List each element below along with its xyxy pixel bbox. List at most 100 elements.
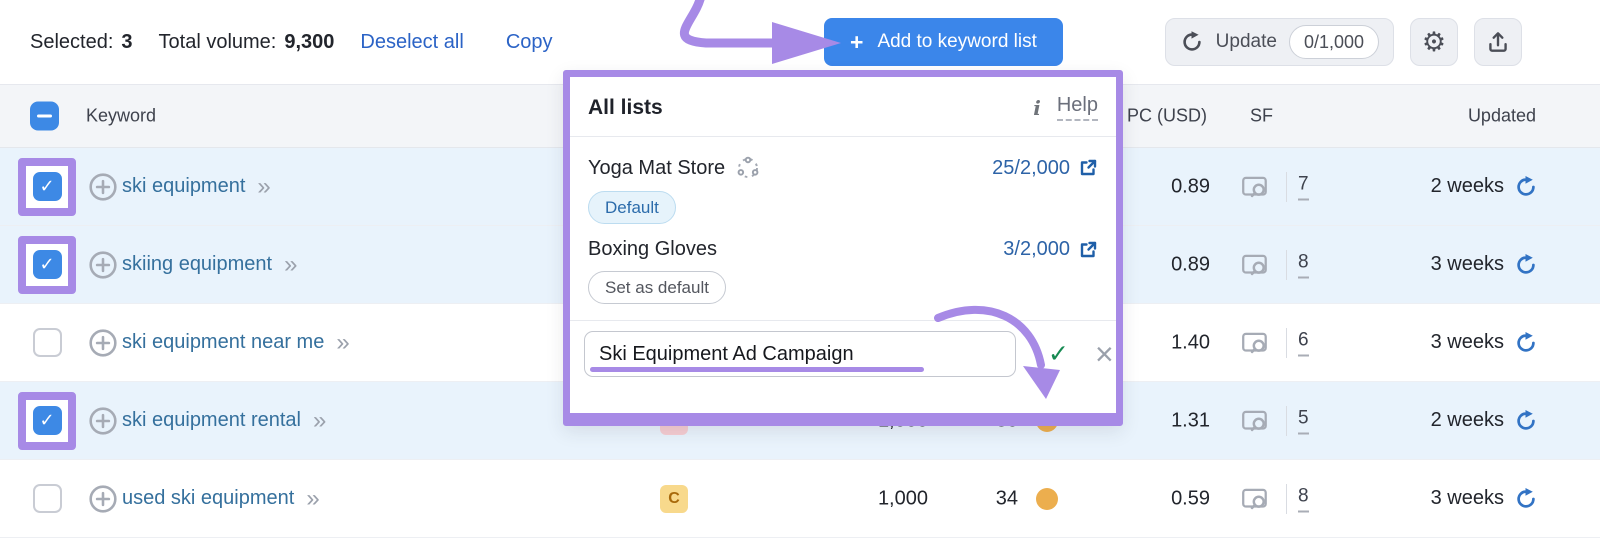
cpc-value: 1.31 [1171, 409, 1210, 431]
confirm-button[interactable]: ✓ [1048, 339, 1069, 368]
expand-chevron-icon[interactable]: » [312, 406, 326, 434]
total-volume-label: Total volume: [158, 30, 277, 53]
serp-preview-icon[interactable] [1240, 174, 1270, 200]
indeterminate-icon [37, 114, 52, 118]
column-keyword[interactable]: Keyword [86, 105, 157, 126]
annotation-highlight-box: ✓ [18, 391, 76, 450]
keyword-link[interactable]: ski equipment [122, 175, 246, 197]
keyword-list-item: Boxing Gloves 3/2,000 Set as default [588, 238, 1098, 304]
annotation-highlight-box: ✓ [18, 157, 76, 216]
keyword-link[interactable]: ski equipment near me [122, 331, 325, 353]
updated-value: 2 weeks [1430, 175, 1504, 197]
add-keyword-icon[interactable] [88, 172, 118, 202]
total-volume: Total volume: 9,300 [159, 31, 335, 54]
updated-value: 3 weeks [1430, 253, 1504, 275]
row-checkbox[interactable] [32, 484, 62, 513]
expand-chevron-icon[interactable]: » [336, 328, 349, 356]
add-keyword-icon[interactable] [88, 406, 118, 436]
cancel-button[interactable]: × [1094, 336, 1114, 372]
keyword-link[interactable]: used ski equipment [122, 487, 295, 509]
settings-button[interactable]: ⚙ [1410, 18, 1458, 66]
kd-value: 34 [995, 487, 1018, 509]
add-keyword-icon[interactable] [88, 484, 118, 514]
row-checkbox[interactable]: ✓ [32, 406, 62, 435]
row-checkbox[interactable]: ✓ [32, 172, 62, 201]
plus-icon: + [850, 28, 864, 55]
export-icon [1485, 29, 1511, 55]
update-label: Update [1215, 31, 1277, 52]
help-link[interactable]: Help [1056, 94, 1098, 121]
add-keyword-icon[interactable] [88, 250, 118, 280]
column-sf[interactable]: SF [1250, 105, 1274, 126]
total-volume-value: 9,300 [284, 30, 335, 53]
copy-link[interactable]: Copy [505, 30, 553, 53]
deselect-all-link[interactable]: Deselect all [360, 30, 464, 53]
refresh-icon [1180, 30, 1204, 54]
popup-title: All lists [588, 95, 663, 119]
expand-chevron-icon[interactable]: » [257, 172, 270, 200]
intent-badge: C [660, 484, 688, 513]
updated-value: 3 weeks [1430, 331, 1504, 353]
gear-icon: ⚙ [1421, 26, 1447, 58]
refresh-icon[interactable] [1514, 253, 1538, 277]
add-button-label: Add to keyword list [877, 31, 1037, 52]
volume-value: 1,000 [877, 487, 928, 509]
cpc-value: 0.89 [1171, 175, 1210, 197]
serp-preview-icon[interactable] [1240, 408, 1270, 434]
expand-chevron-icon[interactable]: » [306, 484, 319, 512]
annotation-highlight-box [18, 314, 76, 372]
position-link[interactable]: 8 [1298, 485, 1309, 512]
shared-list-icon [735, 155, 761, 181]
list-name: Boxing Gloves [588, 238, 717, 260]
list-quota-value: 25/2,000 [992, 156, 1070, 179]
update-button[interactable]: Update 0/1,000 [1164, 18, 1394, 66]
table-row: used ski equipment » C 1,000 34 0.59 8 3… [0, 460, 1600, 538]
serp-preview-icon[interactable] [1240, 252, 1270, 278]
position-link[interactable]: 5 [1298, 407, 1309, 434]
selected-label: Selected: [30, 30, 114, 53]
cpc-value: 0.59 [1171, 487, 1210, 509]
list-quota-link[interactable]: 25/2,000 [992, 157, 1098, 180]
position-link[interactable]: 6 [1298, 329, 1309, 356]
serp-preview-icon[interactable] [1240, 330, 1270, 356]
refresh-icon[interactable] [1514, 331, 1538, 355]
add-to-keyword-list-button[interactable]: + Add to keyword list [824, 18, 1063, 66]
list-quota-value: 3/2,000 [1003, 238, 1070, 260]
all-lists-popup: All lists i Help Yoga Mat Store 25/2,000 [563, 70, 1123, 426]
row-checkbox[interactable]: ✓ [32, 250, 62, 279]
kd-dot [1036, 487, 1058, 510]
keyword-link[interactable]: ski equipment rental [122, 409, 301, 431]
position-link[interactable]: 7 [1298, 173, 1309, 200]
list-name: Yoga Mat Store [588, 156, 726, 179]
cpc-value: 1.40 [1171, 331, 1210, 353]
select-all-checkbox[interactable] [30, 101, 59, 131]
export-button[interactable] [1474, 18, 1522, 66]
list-badge[interactable]: Set as default [588, 271, 726, 304]
annotation-highlight-box [18, 470, 76, 528]
add-keyword-icon[interactable] [88, 328, 118, 358]
row-checkbox[interactable] [32, 328, 62, 357]
updated-value: 2 weeks [1430, 409, 1504, 431]
refresh-icon[interactable] [1514, 409, 1538, 433]
keyword-list-item: Yoga Mat Store 25/2,000 Default [588, 155, 1098, 224]
external-link-icon [1078, 240, 1098, 260]
selected-value: 3 [121, 30, 133, 53]
new-list-name-input[interactable] [584, 331, 1016, 377]
cpc-value: 0.89 [1171, 253, 1210, 275]
annotation-highlight-box: ✓ [18, 235, 76, 294]
selected-count: Selected: 3 [30, 31, 133, 54]
column-updated[interactable]: Updated [1467, 105, 1536, 126]
refresh-icon[interactable] [1514, 487, 1538, 511]
divider [1286, 483, 1287, 514]
info-icon[interactable]: i [1033, 95, 1041, 120]
position-link[interactable]: 8 [1298, 251, 1309, 278]
column-cpc[interactable]: PC (USD) [1127, 105, 1207, 126]
refresh-icon[interactable] [1514, 175, 1538, 199]
divider [1286, 405, 1287, 436]
keyword-link[interactable]: skiing equipment [122, 253, 273, 275]
expand-chevron-icon[interactable]: » [284, 250, 297, 278]
serp-preview-icon[interactable] [1240, 486, 1270, 512]
list-quota-link[interactable]: 3/2,000 [1003, 238, 1098, 261]
external-link-icon [1078, 158, 1098, 178]
